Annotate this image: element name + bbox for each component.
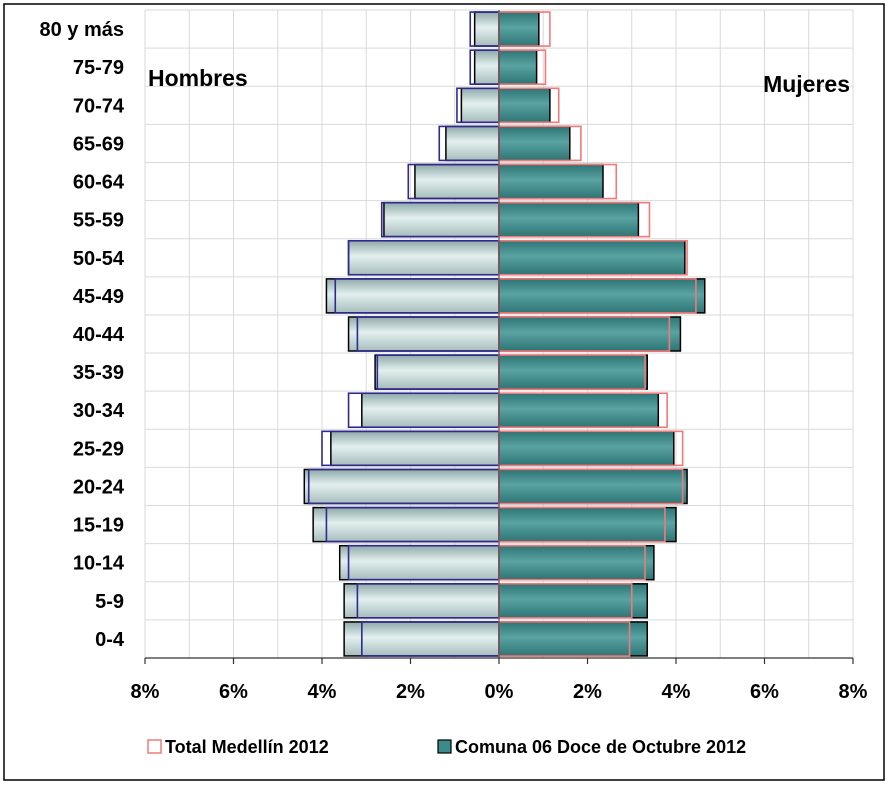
bar-comuna-mujeres-75-79 — [498, 49, 538, 85]
category-label-5-9: 5-9 — [95, 591, 124, 613]
bar-comuna-hombres-80 y más — [473, 11, 500, 47]
x-tick-label: 4% — [308, 681, 337, 703]
hombres-label: Hombres — [148, 65, 248, 91]
bar-comuna-hombres-65-69 — [445, 125, 500, 162]
legend: Total Medellín 2012 Comuna 06 Doce de Oc… — [147, 737, 746, 757]
bar-comuna-mujeres-0-4 — [498, 621, 648, 657]
category-label-15-19: 15-19 — [73, 515, 124, 537]
bar-comuna-hombres-75-79 — [473, 49, 500, 85]
bar-comuna-mujeres-35-39 — [498, 354, 648, 390]
axes-group — [144, 10, 854, 664]
bar-comuna-mujeres-15-19 — [498, 506, 677, 543]
category-label-70-74: 70-74 — [73, 95, 125, 117]
category-label-10-14: 10-14 — [73, 553, 125, 575]
bar-comuna-mujeres-50-54 — [498, 240, 686, 276]
bar-comuna-mujeres-65-69 — [498, 125, 571, 162]
bar-comuna-hombres-0-4 — [343, 621, 500, 657]
bar-comuna-hombres-60-64 — [414, 163, 500, 200]
bar-comuna-hombres-30-34 — [361, 392, 500, 428]
category-label-45-49: 45-49 — [73, 286, 124, 308]
category-label-55-59: 55-59 — [73, 210, 124, 232]
bar-comuna-mujeres-10-14 — [498, 544, 655, 581]
x-tick-labels: 8% 6% 4% 2% 0% 2% 4% 6% 8% — [131, 681, 868, 703]
bar-comuna-hombres-10-14 — [338, 544, 500, 581]
bar-comuna-hombres-70-74 — [460, 87, 500, 124]
chart-frame — [3, 3, 885, 781]
category-label-75-79: 75-79 — [73, 57, 124, 79]
category-label-80 y más: 80 y más — [39, 19, 124, 41]
bar-comuna-hombres-45-49 — [325, 278, 500, 314]
category-label-50-54: 50-54 — [73, 248, 125, 270]
bar-comuna-hombres-50-54 — [347, 240, 500, 276]
bar-comuna-mujeres-30-34 — [498, 392, 660, 428]
bar-comuna-mujeres-25-29 — [498, 430, 675, 467]
x-tick-label: 2% — [573, 681, 602, 703]
x-tick-label: 2% — [396, 681, 425, 703]
bar-comuna-hombres-25-29 — [330, 430, 500, 467]
mujeres-label: Mujeres — [763, 71, 850, 97]
x-tick-label: 0% — [485, 681, 514, 703]
legend-label-medellin: Total Medellín 2012 — [165, 737, 329, 757]
legend-swatch-medellin — [147, 739, 162, 754]
bar-comuna-hombres-55-59 — [383, 201, 500, 238]
bar-comuna-mujeres-45-49 — [498, 278, 706, 314]
category-label-40-44: 40-44 — [73, 324, 125, 346]
bar-comuna-mujeres-70-74 — [498, 87, 551, 124]
bar-comuna-hombres-15-19 — [312, 506, 500, 543]
category-label-60-64: 60-64 — [73, 172, 125, 194]
bar-comuna-mujeres-5-9 — [498, 583, 648, 619]
bar-comuna-hombres-35-39 — [374, 354, 500, 390]
x-tick-label: 6% — [219, 681, 248, 703]
category-label-25-29: 25-29 — [73, 438, 124, 460]
category-label-35-39: 35-39 — [73, 362, 124, 384]
bar-comuna-hombres-20-24 — [303, 468, 500, 505]
x-tick-label: 8% — [131, 681, 160, 703]
bar-comuna-mujeres-40-44 — [498, 316, 682, 352]
bar-comuna-mujeres-55-59 — [498, 201, 640, 238]
category-label-0-4: 0-4 — [95, 629, 125, 651]
category-label-65-69: 65-69 — [73, 133, 124, 155]
bars-group — [303, 11, 706, 657]
x-tick-label: 8% — [839, 681, 868, 703]
bar-comuna-hombres-5-9 — [343, 583, 500, 619]
category-labels: 0-4 5-9 10-14 15-19 20-24 25-29 30-34 35-39 40-4… — [39, 19, 124, 651]
bar-comuna-mujeres-20-24 — [498, 468, 688, 505]
bar-comuna-mujeres-60-64 — [498, 163, 604, 200]
bar-comuna-mujeres-80 y más — [498, 11, 540, 47]
legend-label-comuna: Comuna 06 Doce de Octubre 2012 — [455, 737, 746, 757]
category-label-20-24: 20-24 — [73, 476, 125, 498]
x-tick-label: 4% — [662, 681, 691, 703]
category-label-30-34: 30-34 — [73, 400, 125, 422]
bar-comuna-hombres-40-44 — [347, 316, 500, 352]
x-tick-label: 6% — [750, 681, 779, 703]
legend-swatch-comuna — [437, 739, 452, 754]
